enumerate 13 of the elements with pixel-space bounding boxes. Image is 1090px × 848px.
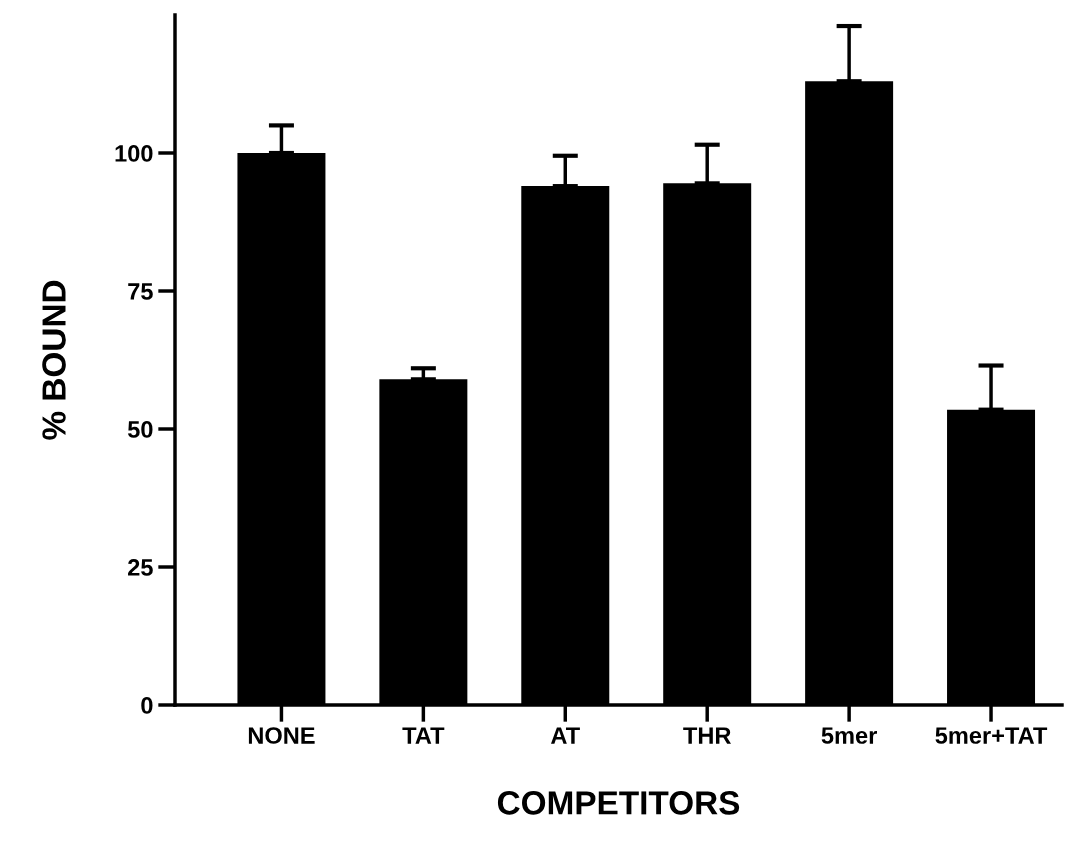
x-tick-label: NONE [248,727,315,744]
x-tick-label: 5mer [821,727,877,744]
y-tick-label: 75 [128,283,153,300]
y-tick-label: 0 [141,697,153,714]
y-tick-label: 50 [127,421,153,438]
x-tick-label: 5mer+TAT [935,727,1048,744]
y-axis-title: % BOUND [42,280,66,440]
x-axis-title: COMPETITORS [497,791,740,815]
x-tick-label: AT [551,727,580,744]
x-tick-label: TAT [402,727,445,744]
y-tick-label: 25 [128,559,153,576]
y-tick-label: 100 [115,145,153,162]
x-tick-label: THR [683,727,731,744]
